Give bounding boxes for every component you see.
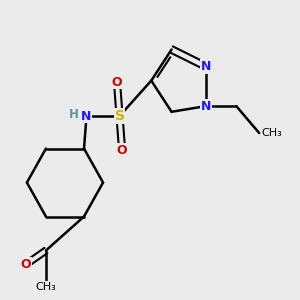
Text: S: S <box>115 109 124 123</box>
Text: N: N <box>201 100 211 112</box>
Text: CH₃: CH₃ <box>262 128 282 138</box>
Text: O: O <box>117 143 128 157</box>
Text: O: O <box>20 258 31 271</box>
Text: O: O <box>112 76 122 88</box>
Text: N: N <box>81 110 92 122</box>
Text: H: H <box>69 108 79 121</box>
Text: CH₃: CH₃ <box>36 282 56 292</box>
Text: N: N <box>201 60 211 73</box>
